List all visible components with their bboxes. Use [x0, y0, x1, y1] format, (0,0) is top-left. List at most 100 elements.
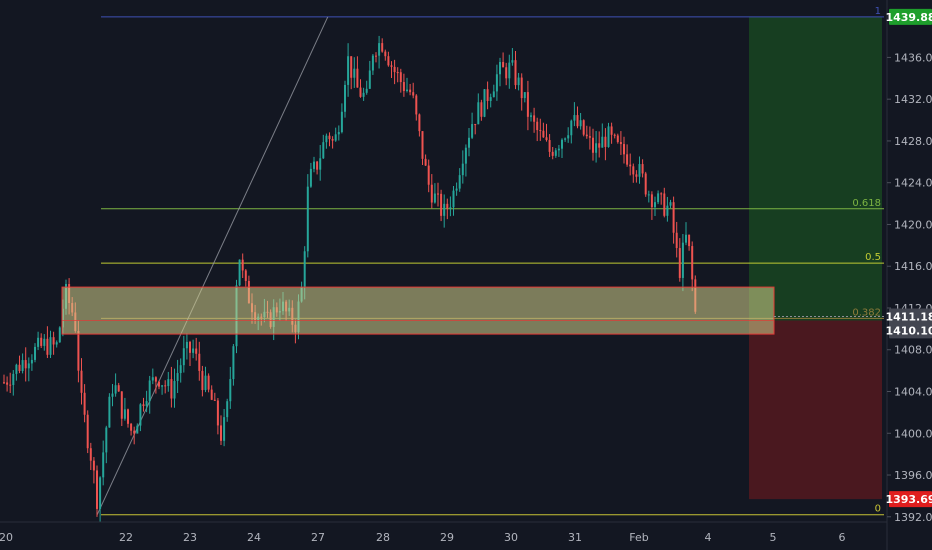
candle-body — [241, 259, 244, 271]
time-tick-label: 31 — [568, 531, 582, 544]
candle-body — [43, 338, 46, 346]
fib-level-label: 0 — [875, 504, 881, 515]
support-zone-box[interactable] — [61, 286, 775, 335]
fib-level-label: 0.382 — [852, 307, 881, 318]
candle-body — [610, 126, 613, 135]
time-tick-label: 5 — [770, 531, 777, 544]
candle-body — [313, 161, 315, 169]
candle-body — [328, 135, 331, 140]
price-tick-label: 1428.00 — [894, 135, 932, 148]
time-tick-label: Feb — [629, 531, 648, 544]
candle-body — [471, 124, 474, 138]
candle-body — [123, 409, 126, 419]
candle-body — [136, 425, 139, 434]
candle-body — [52, 337, 55, 345]
candle-body — [353, 68, 356, 78]
candle-body — [585, 134, 588, 137]
candle-body — [567, 135, 570, 139]
candle-body — [6, 382, 9, 385]
time-tick-label: 20 — [0, 531, 13, 544]
candle-body — [449, 207, 452, 209]
price-tick-label: 1432.00 — [894, 93, 932, 106]
candle-body — [647, 194, 650, 196]
candle-body — [660, 193, 663, 195]
candle-body — [232, 346, 235, 380]
candle-body — [105, 427, 108, 453]
candle-body — [127, 409, 129, 424]
candle-body — [638, 164, 641, 177]
candle-body — [120, 391, 123, 419]
price-tick-label: 1392.00 — [894, 511, 932, 524]
candle-body — [55, 342, 58, 345]
candle-body — [9, 384, 12, 386]
candle-body — [430, 184, 433, 203]
candle-body — [49, 337, 52, 355]
price-tick-label: 1436.00 — [894, 51, 932, 64]
candle-body — [80, 370, 83, 393]
candle-body — [511, 60, 514, 63]
candle-body — [657, 193, 660, 203]
candle-body — [108, 396, 111, 428]
candle-body — [554, 150, 557, 156]
candle-body — [154, 377, 157, 382]
candle-body — [142, 404, 145, 407]
fib-retracement[interactable]: 1 0.618 0.5 0.382 0 — [96, 6, 884, 516]
time-tick-label: 4 — [705, 531, 712, 544]
candle-body — [37, 337, 40, 347]
price-axis[interactable]: 1392.001396.001400.001404.001408.001412.… — [887, 51, 932, 524]
candle-body — [15, 364, 18, 374]
candle-body — [613, 134, 616, 136]
candle-body — [201, 370, 204, 391]
candle-body — [486, 89, 489, 101]
candle-body — [542, 130, 545, 138]
time-axis[interactable]: 20 22 23 24 27 28 29 30 31 Feb 4 5 6 — [0, 531, 846, 544]
candle-body — [626, 154, 629, 165]
target-zone[interactable] — [749, 16, 882, 321]
candle-body — [145, 401, 148, 407]
candle-body — [164, 385, 167, 387]
candle-body — [666, 205, 669, 216]
fib-trendline[interactable] — [96, 16, 329, 515]
candle-body — [229, 379, 232, 402]
candle-body — [635, 174, 638, 177]
candle-body — [167, 379, 170, 387]
candle-body — [616, 135, 619, 143]
candle-body — [508, 62, 511, 79]
candle-body — [557, 148, 560, 151]
candle-body — [86, 414, 89, 449]
price-badge-label: 1410.10 — [885, 324, 932, 337]
candle-body — [309, 168, 312, 187]
time-tick-label: 27 — [311, 531, 325, 544]
candle-body — [151, 377, 154, 381]
stop-zone[interactable] — [749, 320, 882, 500]
candle-body — [158, 381, 160, 387]
candle-body — [520, 77, 523, 99]
candle-body — [89, 448, 92, 461]
candle-body — [185, 341, 188, 349]
candle-body — [12, 373, 15, 385]
position-tool[interactable] — [749, 16, 882, 500]
candle-body — [505, 67, 508, 79]
candle-body — [133, 430, 136, 434]
support-zone[interactable] — [61, 286, 884, 335]
candle-body — [182, 348, 185, 366]
candle-body — [607, 126, 610, 147]
candle-body — [18, 364, 21, 371]
candle-body — [483, 89, 486, 117]
axes — [0, 0, 888, 550]
candle-body — [334, 134, 337, 141]
candle-body — [455, 188, 458, 191]
candle-body — [629, 164, 632, 167]
candle-body — [619, 142, 622, 145]
candle-body — [464, 147, 467, 164]
candle-body — [359, 87, 362, 97]
candle-body — [418, 114, 421, 132]
candle-body — [440, 193, 443, 216]
candle-body — [331, 139, 334, 141]
candle-body — [461, 163, 464, 176]
fib-level-label: 0.5 — [865, 252, 881, 263]
candle-body — [130, 423, 133, 431]
candle-body — [592, 137, 594, 153]
price-tick-label: 1424.00 — [894, 177, 932, 190]
